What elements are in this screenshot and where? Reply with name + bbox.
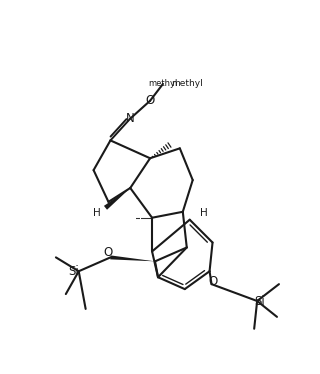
Text: methyl: methyl — [148, 79, 178, 88]
Text: H: H — [200, 208, 207, 218]
Polygon shape — [110, 255, 155, 261]
Text: N: N — [126, 112, 135, 125]
Text: O: O — [146, 94, 155, 107]
Text: H: H — [93, 208, 100, 218]
Text: O: O — [104, 246, 113, 259]
Polygon shape — [104, 188, 130, 210]
Text: Si: Si — [68, 265, 79, 278]
Text: methyl: methyl — [171, 79, 203, 88]
Text: Si: Si — [254, 294, 265, 307]
Text: O: O — [208, 275, 217, 288]
